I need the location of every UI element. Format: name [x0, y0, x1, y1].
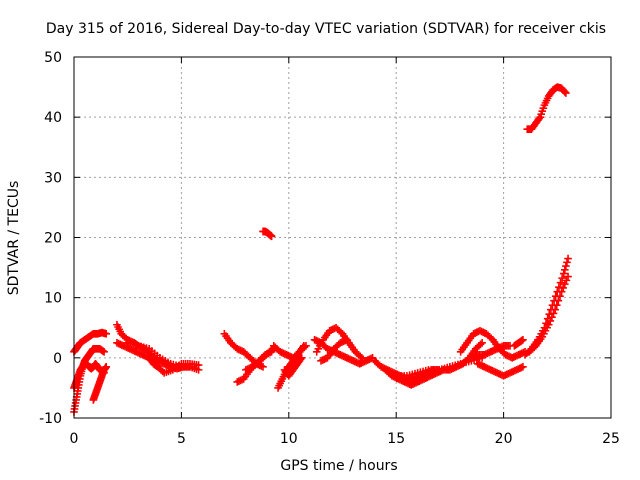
data-points	[70, 83, 572, 416]
data-point	[561, 266, 569, 274]
y-tick-label: 10	[44, 291, 62, 307]
series-arc-4	[89, 363, 111, 404]
data-point	[559, 269, 568, 278]
data-point	[342, 335, 351, 344]
data-point	[538, 107, 547, 115]
data-point	[302, 342, 310, 350]
series-arc-22	[467, 342, 514, 362]
series-arc-19	[381, 338, 486, 389]
data-point	[100, 348, 108, 356]
y-tick-label: 30	[44, 170, 62, 186]
series-arc-8	[220, 329, 267, 371]
data-point	[478, 338, 486, 347]
data-point	[554, 296, 563, 305]
series-arc-24	[521, 254, 572, 359]
data-point	[556, 278, 565, 287]
series-arc-11	[259, 227, 276, 241]
y-tick-label: 0	[53, 351, 62, 367]
axis-ticks: 0 5 10 15 20 25 -10 0 10 20 30 40 50	[39, 50, 620, 447]
data-point	[564, 272, 572, 281]
data-point	[556, 292, 564, 300]
data-point	[552, 301, 561, 309]
series-arc-23	[474, 360, 527, 380]
y-tick-label: 50	[44, 50, 62, 66]
plot-frame	[73, 56, 612, 419]
data-point	[267, 232, 276, 241]
data-point	[563, 258, 571, 267]
y-axis-label: SDTVAR / TECUs	[6, 181, 22, 296]
series-arc-7	[123, 338, 196, 371]
data-point	[194, 361, 203, 369]
series-arc-10	[242, 348, 276, 374]
data-point	[562, 89, 570, 97]
x-tick-label: 20	[495, 431, 513, 447]
data-point	[188, 363, 196, 371]
series-arc-3	[70, 345, 108, 416]
y-tick-label: 20	[44, 231, 62, 247]
data-point	[537, 110, 545, 118]
series-arc-13	[269, 342, 310, 362]
data-point	[536, 113, 544, 121]
x-tick-label: 0	[70, 431, 79, 447]
y-tick-label: -10	[39, 411, 62, 427]
data-point	[297, 354, 306, 362]
x-tick-label: 25	[602, 431, 620, 447]
x-tick-label: 5	[177, 431, 186, 447]
series-arc-25	[525, 272, 572, 356]
data-point	[102, 329, 111, 338]
data-point	[562, 262, 570, 270]
series-arc-14	[280, 354, 306, 380]
chart-title: Day 315 of 2016, Sidereal Day-to-day VTE…	[46, 21, 606, 37]
series-arc-27	[523, 83, 570, 133]
data-point	[358, 354, 366, 362]
x-tick-label: 10	[280, 431, 298, 447]
series-arc-17	[317, 335, 351, 365]
data-point	[102, 363, 111, 371]
data-point	[551, 305, 559, 314]
data-point	[519, 363, 527, 371]
data-point	[519, 335, 527, 344]
data-point	[539, 104, 548, 112]
x-axis-label: GPS time / hours	[280, 458, 397, 474]
x-tick-label: 15	[387, 431, 405, 447]
data-point	[558, 274, 566, 282]
data-point	[564, 254, 572, 263]
data-point	[267, 348, 276, 356]
y-tick-label: 40	[44, 110, 62, 126]
data-point	[259, 363, 267, 371]
series-arc-26	[510, 335, 527, 350]
